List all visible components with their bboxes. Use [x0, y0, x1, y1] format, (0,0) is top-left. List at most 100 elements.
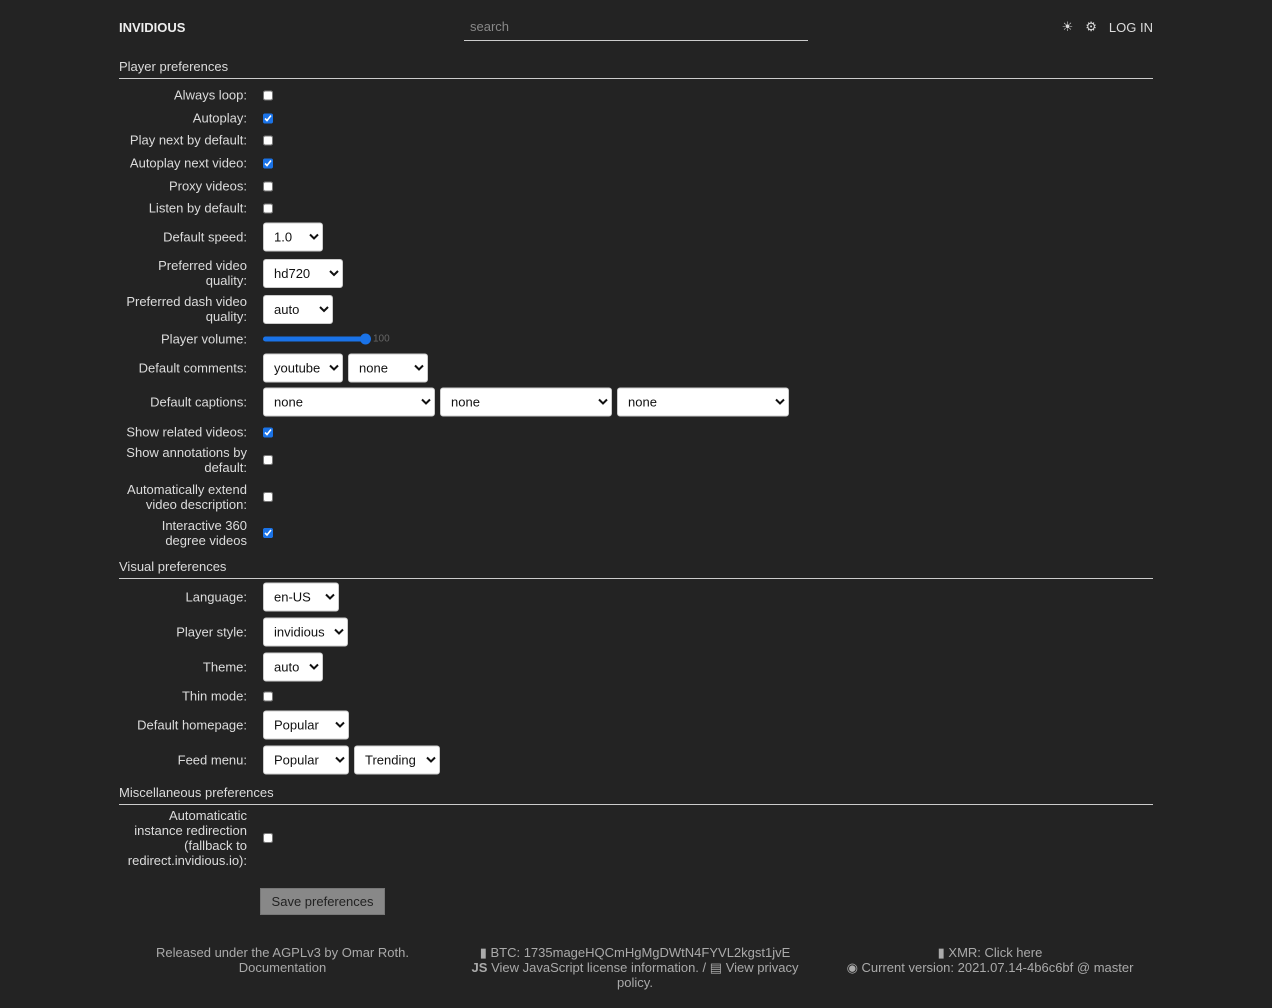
captions-select-1[interactable]: none: [263, 387, 435, 417]
volume-slider-thumb[interactable]: [360, 333, 371, 345]
row-volume: Player volume: 100: [119, 332, 390, 347]
label: Listen by default:: [148, 200, 247, 216]
label: Automaticatic instance redirection (fall…: [127, 808, 247, 868]
homepage-select[interactable]: Popular: [263, 710, 349, 740]
row-player-style: Player style: invidious: [119, 617, 353, 647]
row-language: Language: en-US: [119, 582, 344, 612]
quality-select[interactable]: hd720: [263, 258, 343, 288]
label: Play next by default:: [129, 132, 247, 148]
row-theme: Theme: auto: [119, 652, 328, 682]
theme-toggle-icon[interactable]: ☀: [1061, 19, 1074, 34]
github-icon: ◉: [846, 960, 862, 975]
proxy-checkbox[interactable]: [263, 181, 273, 191]
label: Preferred dash video quality:: [126, 294, 247, 324]
row-feed-menu: Feed menu: Popular Trending: [119, 745, 445, 775]
label: Default captions:: [150, 394, 247, 410]
label: Interactive 360 degree videos: [161, 518, 247, 548]
save-preferences-button[interactable]: Save preferences: [260, 888, 385, 915]
btc-address: BTC: 1735mageHQCmHgMgDWtN4FYVL2kgst1jvE: [490, 945, 791, 960]
comments-select-1[interactable]: youtube: [263, 353, 343, 383]
label: Player style:: [176, 624, 247, 640]
wallet-icon: ▮: [479, 945, 491, 960]
row-captions: Default captions: none none none: [119, 387, 794, 417]
label: Show related videos:: [126, 424, 247, 440]
row-annotations: Show annotations by default:: [119, 445, 273, 475]
annotations-checkbox[interactable]: [263, 455, 273, 465]
label: Player volume:: [161, 331, 247, 347]
label: Default speed:: [163, 229, 247, 245]
label: Automatically extend video description:: [127, 482, 247, 512]
row-play-next: Play next by default:: [119, 133, 273, 148]
brand-logo[interactable]: INVIDIOUS: [119, 20, 186, 35]
settings-icon[interactable]: ⚙: [1085, 19, 1097, 34]
interactive-360-checkbox[interactable]: [263, 528, 273, 538]
row-dash: Preferred dash video quality: auto: [119, 294, 338, 324]
label: Theme:: [202, 659, 247, 675]
section-misc-title: Miscellaneous preferences: [119, 785, 1153, 805]
row-proxy: Proxy videos:: [119, 179, 273, 194]
row-extend: Automatically extend video description:: [119, 482, 273, 512]
footer-center: ▮ BTC: 1735mageHQCmHgMgDWtN4FYVL2kgst1jv…: [470, 945, 800, 990]
always-loop-checkbox[interactable]: [263, 90, 273, 100]
section-player-title: Player preferences: [119, 59, 1153, 79]
label: Autoplay:: [192, 110, 247, 126]
row-related: Show related videos:: [119, 425, 273, 440]
row-listen: Listen by default:: [119, 201, 273, 216]
row-quality: Preferred video quality: hd720: [119, 258, 348, 288]
captions-select-2[interactable]: none: [440, 387, 612, 417]
feed-menu-select-2[interactable]: Trending: [354, 745, 440, 775]
separator: /: [702, 960, 707, 975]
row-autoplay-next: Autoplay next video:: [119, 156, 273, 171]
player-style-select[interactable]: invidious: [263, 617, 348, 647]
login-link[interactable]: LOG IN: [1108, 19, 1153, 35]
js-license-link[interactable]: View JavaScript license information.: [491, 960, 699, 975]
label: Thin mode:: [181, 688, 247, 704]
license-text: Released under the AGPLv3 by Omar Roth.: [156, 945, 409, 960]
row-autoplay: Autoplay:: [119, 111, 273, 126]
xmr-link[interactable]: XMR: Click here: [948, 945, 1043, 960]
label: Always loop:: [174, 87, 247, 103]
related-checkbox[interactable]: [263, 427, 273, 437]
wallet-icon: ▮: [937, 945, 949, 960]
label: Feed menu:: [177, 752, 247, 768]
theme-select[interactable]: auto: [263, 652, 323, 682]
thin-mode-checkbox[interactable]: [263, 691, 273, 701]
extend-description-checkbox[interactable]: [263, 492, 273, 502]
row-homepage: Default homepage: Popular: [119, 710, 354, 740]
row-interactive: Interactive 360 degree videos: [119, 518, 273, 548]
autoplay-checkbox[interactable]: [263, 113, 273, 123]
label: Autoplay next video:: [129, 155, 247, 171]
listen-checkbox[interactable]: [263, 203, 273, 213]
js-icon: JS: [471, 960, 488, 975]
row-thin-mode: Thin mode:: [119, 689, 273, 704]
label: Language:: [185, 589, 247, 605]
autoplay-next-checkbox[interactable]: [263, 158, 273, 168]
label: Proxy videos:: [168, 178, 247, 194]
captions-select-3[interactable]: none: [617, 387, 789, 417]
privacy-policy-link[interactable]: View privacy policy.: [617, 960, 799, 990]
label: Default homepage:: [137, 717, 247, 733]
search-input[interactable]: [464, 12, 808, 41]
volume-slider[interactable]: [263, 333, 371, 345]
row-always-loop: Always loop:: [119, 88, 273, 103]
document-icon: ▤: [709, 960, 723, 975]
row-redirect: Automaticatic instance redirection (fall…: [119, 808, 273, 868]
footer-left: Released under the AGPLv3 by Omar Roth. …: [150, 945, 415, 975]
language-select[interactable]: en-US: [263, 582, 339, 612]
label: Default comments:: [138, 360, 247, 376]
speed-select[interactable]: 1.0: [263, 222, 323, 252]
redirect-checkbox[interactable]: [263, 833, 273, 843]
section-visual-title: Visual preferences: [119, 559, 1153, 579]
row-speed: Default speed: 1.0: [119, 222, 328, 252]
label: Show annotations by default:: [126, 445, 247, 475]
version-link[interactable]: Current version: 2021.07.14-4b6c6bf @ ma…: [861, 960, 1134, 975]
row-comments: Default comments: youtube none: [119, 353, 433, 383]
comments-select-2[interactable]: none: [348, 353, 428, 383]
dash-quality-select[interactable]: auto: [263, 294, 333, 324]
label: Preferred video quality:: [158, 258, 247, 288]
footer-right: ▮ XMR: Click here ◉ Current version: 202…: [835, 945, 1145, 975]
feed-menu-select-1[interactable]: Popular: [263, 745, 349, 775]
documentation-link[interactable]: Documentation: [238, 960, 327, 975]
play-next-checkbox[interactable]: [263, 135, 273, 145]
volume-value: 100: [373, 333, 390, 345]
